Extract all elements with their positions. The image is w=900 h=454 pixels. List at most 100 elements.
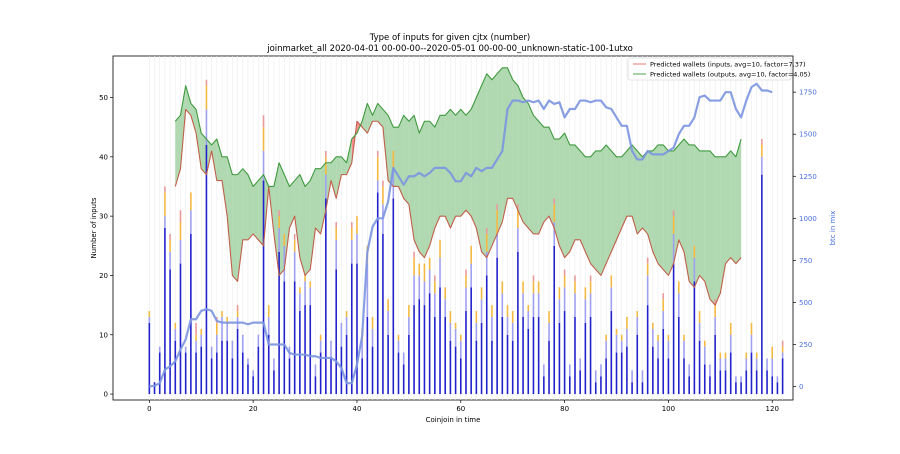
fill-between-segment — [362, 103, 368, 134]
fill-between-segment — [419, 121, 425, 258]
bar-light-inputs — [413, 275, 415, 306]
bar-red-inputs — [376, 150, 379, 157]
bar-orange-inputs — [356, 216, 358, 234]
btc-in-mix-line — [149, 82, 773, 388]
bar-orange-inputs — [408, 305, 410, 317]
fill-between-segment — [658, 144, 664, 270]
bar-fresh-inputs — [537, 316, 540, 395]
bar-red-inputs — [169, 233, 171, 240]
bar-red-inputs — [413, 251, 415, 258]
y-right-tick-label: 1500 — [799, 131, 817, 139]
bar-light-inputs — [226, 322, 228, 341]
bar-fresh-inputs — [470, 287, 472, 395]
bar-light-inputs — [454, 328, 457, 347]
bar-fresh-inputs — [205, 144, 208, 395]
bar-red-inputs — [325, 150, 327, 157]
bar-fresh-inputs — [210, 358, 213, 395]
bar-orange-inputs — [626, 316, 628, 329]
fill-between-segment — [222, 156, 228, 217]
fill-between-segment — [232, 174, 238, 282]
bar-fresh-inputs — [714, 334, 716, 395]
bar-light-inputs — [278, 228, 280, 252]
fill-between-segment — [398, 115, 404, 199]
bar-light-inputs — [423, 281, 426, 306]
bar-fresh-inputs — [688, 376, 690, 395]
bar-fresh-inputs — [330, 358, 332, 395]
bar-fresh-inputs — [247, 364, 249, 395]
bar-fresh-inputs — [719, 370, 722, 395]
fill-between-segment — [299, 174, 306, 276]
bar-fresh-inputs — [314, 376, 317, 395]
bar-orange-inputs — [371, 316, 374, 329]
fill-between-segment — [455, 109, 461, 217]
bar-fresh-inputs — [548, 340, 550, 395]
fill-between-segment — [305, 180, 311, 276]
bar-fresh-inputs — [781, 358, 784, 395]
fill-between-segment — [284, 174, 290, 270]
bar-light-inputs — [434, 293, 436, 317]
chart-title: Type of inputs for given cjtx (number) — [369, 33, 531, 43]
bar-red-inputs — [195, 322, 197, 335]
bar-fresh-inputs — [672, 263, 675, 395]
bar-fresh-inputs — [761, 174, 763, 395]
bar-orange-inputs — [527, 305, 530, 312]
bar-orange-inputs — [693, 245, 696, 258]
bar-light-inputs — [522, 293, 524, 317]
bar-light-inputs — [330, 340, 332, 359]
bar-orange-inputs — [423, 263, 426, 282]
bar-orange-inputs — [387, 299, 389, 312]
bar-fresh-inputs — [252, 376, 254, 395]
bar-light-inputs — [293, 251, 296, 282]
bar-light-inputs — [517, 228, 519, 252]
fill-between-segment — [715, 156, 721, 306]
bar-light-inputs — [698, 322, 701, 341]
fill-between-segment — [709, 150, 716, 306]
bar-fresh-inputs — [158, 352, 161, 395]
bar-light-inputs — [652, 328, 654, 347]
bar-light-inputs — [402, 352, 405, 365]
bar-fresh-inputs — [475, 340, 478, 395]
bar-light-inputs — [190, 210, 192, 234]
y-tick-label: 10 — [99, 331, 108, 339]
bar-fresh-inputs — [221, 340, 223, 395]
bar-fresh-inputs — [231, 358, 234, 395]
bar-red-inputs — [517, 204, 519, 211]
bar-orange-inputs — [678, 281, 680, 294]
bar-orange-inputs — [304, 275, 306, 282]
bar-light-inputs — [164, 216, 166, 228]
bar-light-inputs — [148, 316, 151, 323]
bar-orange-inputs — [345, 311, 348, 317]
bar-fresh-inputs — [418, 299, 421, 395]
x-tick-label: 40 — [353, 405, 362, 413]
bar-light-inputs — [568, 364, 571, 377]
bar-light-inputs — [683, 340, 685, 359]
bar-light-inputs — [532, 293, 535, 317]
bar-light-inputs — [511, 322, 514, 341]
fill-between-segment — [190, 103, 197, 134]
bar-light-inputs — [184, 346, 187, 353]
bar-orange-inputs — [325, 156, 327, 175]
fill-between-segment — [720, 156, 726, 294]
bar-light-inputs — [558, 299, 561, 323]
bar-fresh-inputs — [184, 352, 187, 395]
bar-fresh-inputs — [216, 352, 218, 395]
bar-fresh-inputs — [553, 245, 556, 395]
bar-light-inputs — [579, 358, 581, 371]
bar-light-inputs — [366, 263, 369, 317]
fill-between-segment — [564, 133, 570, 258]
bar-orange-inputs — [148, 311, 151, 317]
bar-fresh-inputs — [740, 382, 742, 395]
bar-light-inputs — [761, 156, 763, 175]
bar-red-inputs — [574, 275, 576, 282]
bar-fresh-inputs — [148, 322, 151, 395]
bar-fresh-inputs — [382, 233, 384, 395]
bar-light-inputs — [252, 370, 254, 377]
x-tick-label: 80 — [560, 405, 569, 413]
bar-fresh-inputs — [667, 358, 670, 395]
bar-fresh-inputs — [392, 198, 395, 395]
bar-fresh-inputs — [356, 263, 358, 395]
fill-between-segment — [424, 121, 430, 258]
bar-light-inputs — [589, 293, 592, 317]
bar-light-inputs — [325, 174, 327, 199]
